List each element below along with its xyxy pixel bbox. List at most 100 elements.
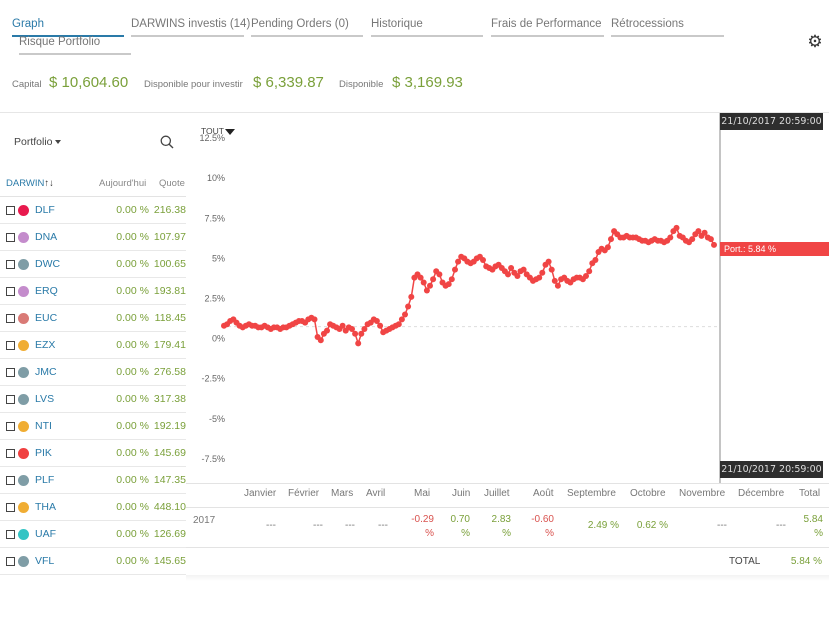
month-header: Avril <box>366 488 386 499</box>
quote-value: 193.81 <box>153 285 186 297</box>
tab-darwins-investis[interactable]: DARWINS investis (14) <box>131 18 250 37</box>
darwin-row-tha[interactable]: THA 0.00 % 448.10 <box>0 494 186 521</box>
color-dot-icon <box>18 475 29 486</box>
quote-value: 216.38 <box>153 204 186 216</box>
data-point <box>505 271 511 278</box>
range-dropdown[interactable]: TOUT <box>201 126 235 136</box>
month-value: 0.62 % <box>628 519 668 533</box>
darwin-row-ezx[interactable]: EZX 0.00 % 179.41 <box>0 332 186 359</box>
tab-risque-portfolio[interactable]: Risque Portfolio <box>19 36 131 55</box>
row-checkbox[interactable] <box>6 530 15 539</box>
darwin-name[interactable]: PLF <box>35 474 55 486</box>
month-header: Août <box>533 488 554 499</box>
darwin-name[interactable]: DNA <box>35 231 58 243</box>
month-value: --- <box>687 519 727 533</box>
row-checkbox[interactable] <box>6 557 15 566</box>
quote-value: 126.69 <box>153 528 186 540</box>
darwin-row-nti[interactable]: NTI 0.00 % 192.19 <box>0 413 186 440</box>
data-point <box>417 274 424 281</box>
divider <box>186 547 829 548</box>
month-header: Janvier <box>244 488 277 499</box>
darwin-name[interactable]: UAF <box>35 528 56 540</box>
tab-frais-performance[interactable]: Frais de Performance <box>491 18 604 37</box>
quote-value: 145.69 <box>153 447 186 459</box>
darwin-row-jmc[interactable]: JMC 0.00 % 276.58 <box>0 359 186 386</box>
darwin-name[interactable]: NTI <box>35 420 52 432</box>
darwin-name[interactable]: DLF <box>35 204 55 216</box>
color-dot-icon <box>18 232 29 243</box>
tab-retrocessions[interactable]: Rétrocessions <box>611 18 724 37</box>
portfolio-dropdown[interactable]: Portfolio <box>14 136 61 148</box>
darwin-row-uaf[interactable]: UAF 0.00 % 126.69 <box>0 521 186 548</box>
tab-graph[interactable]: Graph <box>12 18 124 37</box>
y-tick-label: 12.5% <box>199 133 225 143</box>
caret-down-icon <box>224 128 235 135</box>
row-checkbox[interactable] <box>6 368 15 377</box>
quote-value: 147.35 <box>153 474 186 486</box>
darwin-row-lvs[interactable]: LVS 0.00 % 317.38 <box>0 386 186 413</box>
search-icon[interactable] <box>160 135 174 149</box>
data-point <box>448 276 455 283</box>
data-point <box>536 274 543 281</box>
sort-darwin[interactable]: DARWIN↑↓ <box>6 178 54 189</box>
row-checkbox[interactable] <box>6 287 15 296</box>
data-point <box>355 340 362 347</box>
row-checkbox[interactable] <box>6 206 15 215</box>
row-checkbox[interactable] <box>6 341 15 350</box>
darwin-name[interactable]: LVS <box>35 393 55 405</box>
darwin-name[interactable]: THA <box>35 501 56 513</box>
quote-value: 100.65 <box>153 258 186 270</box>
today-change: 0.00 % <box>116 420 149 432</box>
caret-down-icon <box>54 140 61 145</box>
darwin-name[interactable]: EUC <box>35 312 58 324</box>
data-point <box>604 244 611 251</box>
data-point <box>452 266 458 273</box>
darwin-row-plf[interactable]: PLF 0.00 % 147.35 <box>0 467 186 494</box>
darwin-name[interactable]: PIK <box>35 447 52 459</box>
gear-icon[interactable]: ⚙ <box>807 32 823 51</box>
tab-historique[interactable]: Historique <box>371 18 483 37</box>
quote-value: 276.58 <box>153 366 186 378</box>
y-tick-label: 5% <box>212 253 225 263</box>
data-point <box>377 322 384 329</box>
data-point <box>402 311 408 318</box>
month-header: Septembre <box>567 488 616 499</box>
color-dot-icon <box>18 502 29 513</box>
row-checkbox[interactable] <box>6 476 15 485</box>
row-checkbox[interactable] <box>6 260 15 269</box>
darwin-row-euc[interactable]: EUC 0.00 % 118.45 <box>0 305 186 332</box>
data-point <box>373 318 380 324</box>
month-value: --- <box>746 519 786 533</box>
month-header: Mai <box>414 488 431 499</box>
data-point <box>667 234 674 241</box>
row-checkbox[interactable] <box>6 449 15 458</box>
darwin-row-pik[interactable]: PIK 0.00 % 145.69 <box>0 440 186 467</box>
today-column-header: Aujourd'hui <box>99 178 147 189</box>
darwin-row-dlf[interactable]: DLF 0.00 % 216.38 <box>0 197 186 224</box>
darwin-row-vfl[interactable]: VFL 0.00 % 145.65 <box>0 548 186 575</box>
darwin-name[interactable]: JMC <box>35 366 57 378</box>
invest-available-value: $ 6,339.87 <box>253 74 324 91</box>
darwin-name[interactable]: ERQ <box>35 285 58 297</box>
data-point <box>711 241 717 248</box>
darwin-row-dna[interactable]: DNA 0.00 % 107.97 <box>0 224 186 251</box>
month-header: Juin <box>452 488 471 499</box>
row-checkbox[interactable] <box>6 422 15 431</box>
tab-pending-orders[interactable]: Pending Orders (0) <box>251 18 363 37</box>
darwin-name[interactable]: EZX <box>35 339 56 351</box>
data-point <box>592 257 599 263</box>
darwin-row-erq[interactable]: ERQ 0.00 % 193.81 <box>0 278 186 305</box>
row-checkbox[interactable] <box>6 233 15 242</box>
quote-column-header: Quote <box>159 178 185 189</box>
month-header: Total <box>799 488 821 499</box>
darwin-name[interactable]: VFL <box>35 555 55 567</box>
data-point <box>520 266 527 273</box>
data-point <box>508 265 515 271</box>
row-checkbox[interactable] <box>6 395 15 404</box>
row-checkbox[interactable] <box>6 314 15 323</box>
month-value-unit: % <box>502 528 511 539</box>
darwin-name[interactable]: DWC <box>35 258 61 270</box>
row-checkbox[interactable] <box>6 503 15 512</box>
data-point <box>695 228 702 235</box>
darwin-row-dwc[interactable]: DWC 0.00 % 100.65 <box>0 251 186 278</box>
